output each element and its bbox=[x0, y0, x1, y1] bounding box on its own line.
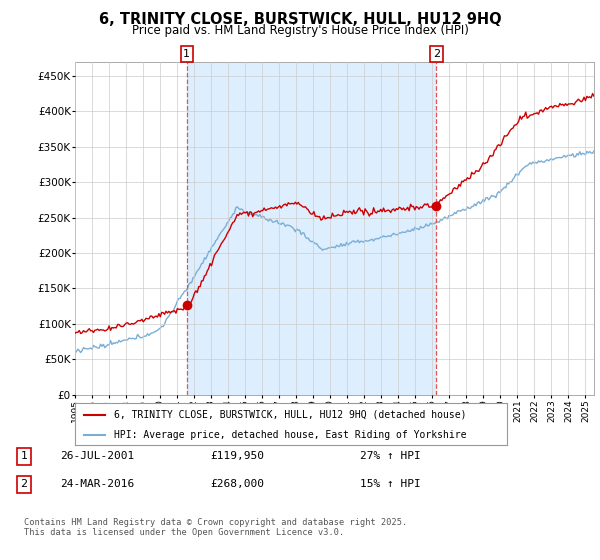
Text: 2: 2 bbox=[20, 479, 28, 489]
Text: 6, TRINITY CLOSE, BURSTWICK, HULL, HU12 9HQ (detached house): 6, TRINITY CLOSE, BURSTWICK, HULL, HU12 … bbox=[114, 410, 466, 420]
Text: £268,000: £268,000 bbox=[210, 479, 264, 489]
Text: £119,950: £119,950 bbox=[210, 451, 264, 461]
Text: Price paid vs. HM Land Registry's House Price Index (HPI): Price paid vs. HM Land Registry's House … bbox=[131, 24, 469, 37]
Bar bbox=[187, 62, 436, 395]
Text: 24-MAR-2016: 24-MAR-2016 bbox=[60, 479, 134, 489]
Text: HPI: Average price, detached house, East Riding of Yorkshire: HPI: Average price, detached house, East… bbox=[114, 430, 466, 440]
Text: 15% ↑ HPI: 15% ↑ HPI bbox=[360, 479, 421, 489]
Text: 6, TRINITY CLOSE, BURSTWICK, HULL, HU12 9HQ: 6, TRINITY CLOSE, BURSTWICK, HULL, HU12 … bbox=[98, 12, 502, 27]
Text: 27% ↑ HPI: 27% ↑ HPI bbox=[360, 451, 421, 461]
Text: 1: 1 bbox=[20, 451, 28, 461]
Text: Contains HM Land Registry data © Crown copyright and database right 2025.
This d: Contains HM Land Registry data © Crown c… bbox=[24, 518, 407, 538]
Text: 2: 2 bbox=[433, 49, 440, 59]
Text: 26-JUL-2001: 26-JUL-2001 bbox=[60, 451, 134, 461]
Text: 1: 1 bbox=[183, 49, 190, 59]
